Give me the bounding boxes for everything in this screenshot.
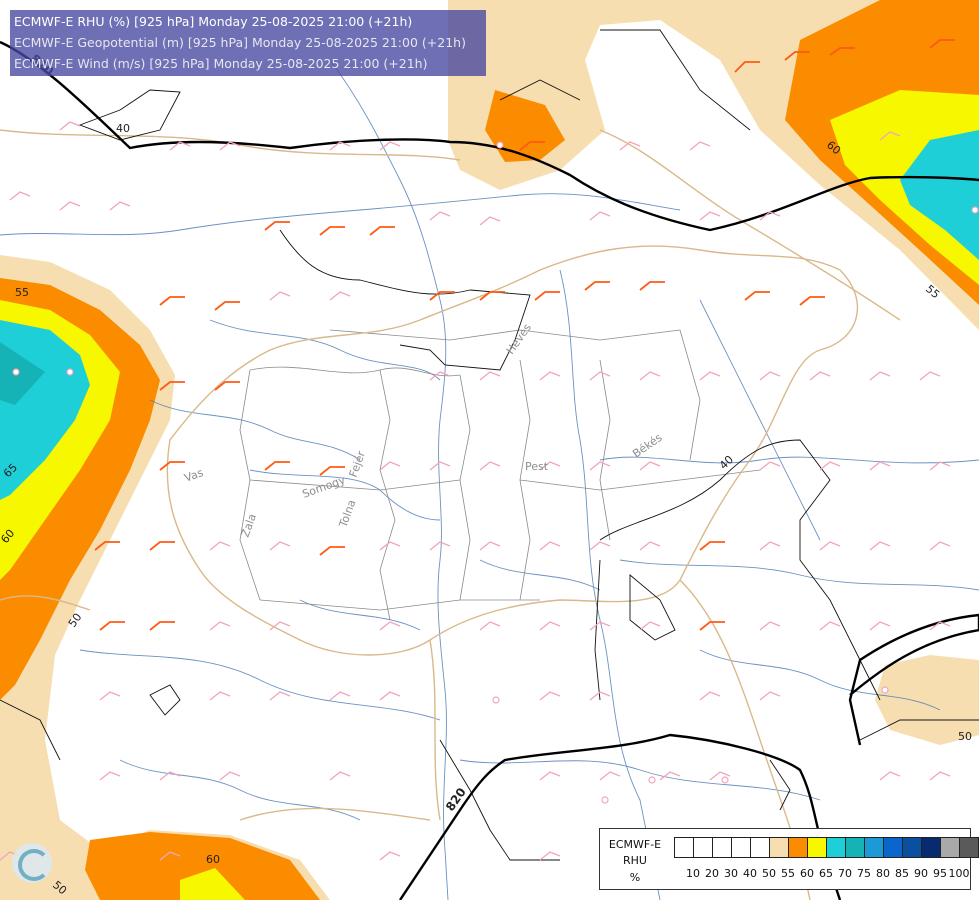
rhu-band-65-northeast — [900, 130, 979, 260]
legend-tick-label: 65 — [819, 867, 833, 880]
legend-tick-label: 70 — [838, 867, 852, 880]
station-markers — [12, 141, 979, 804]
label-60-south: 60 — [206, 853, 220, 866]
legend-title-unit: % — [629, 871, 641, 884]
region-tolna: Tolna — [336, 498, 358, 530]
ecmwf-logo-icon — [12, 843, 52, 883]
legend-swatch — [712, 837, 732, 858]
legend-swatch — [940, 837, 960, 858]
label-55-west: 55 — [15, 286, 29, 299]
header-geopotential-title: ECMWF-E Geopotential (m) [925 hPa] Monda… — [14, 35, 466, 50]
region-heves: Heves — [504, 321, 534, 357]
legend-swatch — [902, 837, 922, 858]
geopotential-contours — [0, 40, 979, 900]
legend-tick-label: 95 — [933, 867, 947, 880]
region-labels: Pest Békés Heves Vas Zala Somogy Fejér T… — [183, 321, 665, 539]
header-wind-title: ECMWF-E Wind (m/s) [925 hPa] Monday 25-0… — [14, 56, 428, 71]
legend-tick-label: 60 — [800, 867, 814, 880]
legend-tick-label: 40 — [743, 867, 757, 880]
legend-swatch — [883, 837, 903, 858]
legend-swatch — [769, 837, 789, 858]
region-somogy: Somogy — [301, 473, 348, 501]
legend-tick-label: 80 — [876, 867, 890, 880]
region-zala: Zala — [239, 512, 259, 539]
legend-tick-label: 100 — [948, 867, 970, 880]
thin-contours — [0, 29, 979, 861]
legend-tick-label: 10 — [686, 867, 700, 880]
legend-swatch — [826, 837, 846, 858]
wind-barbs-weak — [0, 121, 951, 861]
legend-swatch — [921, 837, 941, 858]
region-bekes: Békés — [630, 431, 665, 461]
legend-tick-label: 75 — [857, 867, 871, 880]
region-fejer: Fejér — [347, 449, 369, 479]
rivers — [0, 59, 979, 900]
rhu-blob-50-southeast — [875, 655, 979, 745]
map-header: ECMWF-E RHU (%) [925 hPa] Monday 25-08-2… — [10, 10, 486, 76]
legend-swatch — [864, 837, 884, 858]
legend-swatch — [674, 837, 694, 858]
country-borders — [0, 129, 901, 900]
legend-swatch — [731, 837, 751, 858]
legend-tick-label: 50 — [762, 867, 776, 880]
legend-title-model: ECMWF-E — [608, 838, 662, 851]
rhu-legend: ECMWF-E RHU % 10 20 30 40 50 55 60 65 70 75 80 85 90… — [599, 828, 979, 890]
label-820-south: 820 — [443, 785, 469, 814]
legend-tick-label: 90 — [914, 867, 928, 880]
rhu-core-70-west — [0, 342, 45, 405]
rhu-blob-55-north — [485, 90, 565, 162]
legend-tick-label: 55 — [781, 867, 795, 880]
legend-swatch — [959, 837, 979, 858]
label-40-nw: 40 — [116, 122, 130, 135]
header-rhu-title: ECMWF-E RHU (%) [925 hPa] Monday 25-08-2… — [14, 14, 413, 29]
legend-swatch — [693, 837, 713, 858]
rhu-band-60-south — [180, 868, 245, 900]
legend-tick-labels: 10 20 30 40 50 55 60 65 70 75 80 85 90 95 100 — [674, 867, 974, 881]
swirl-icon — [18, 849, 50, 881]
admin-borders — [239, 329, 761, 621]
legend-tick-label: 85 — [895, 867, 909, 880]
legend-tick-label: 30 — [724, 867, 738, 880]
region-pest: Pest — [525, 460, 549, 473]
legend-color-scale — [674, 837, 979, 858]
legend-swatch — [807, 837, 827, 858]
rhu-band-55-south — [85, 832, 320, 900]
label-40-east: 40 — [717, 453, 736, 472]
legend-swatch — [750, 837, 770, 858]
region-vas: Vas — [183, 466, 206, 485]
legend-swatch — [788, 837, 808, 858]
legend-swatch — [845, 837, 865, 858]
label-50-east: 50 — [958, 730, 972, 743]
wind-barbs-strong — [94, 39, 955, 631]
legend-title-variable: RHU — [623, 854, 647, 867]
legend-tick-label: 20 — [705, 867, 719, 880]
